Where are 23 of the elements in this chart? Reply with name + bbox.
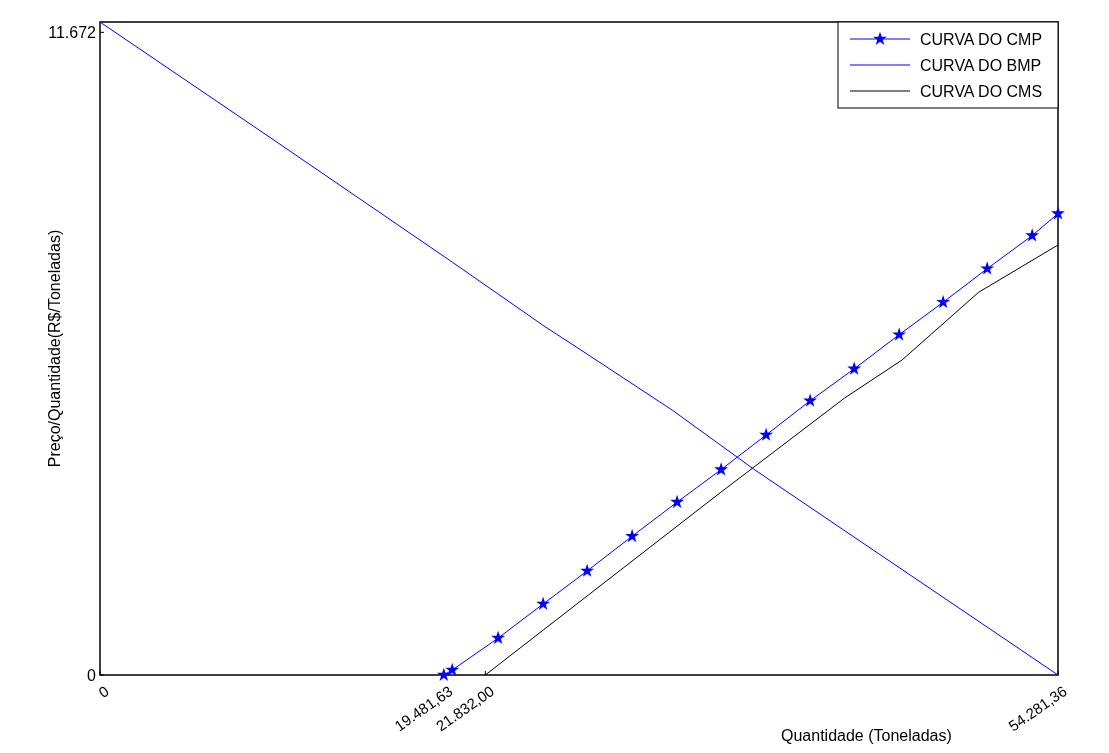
point: [980, 261, 995, 275]
x-axis-title: Quantidade (Toneladas): [781, 727, 952, 744]
point: [936, 294, 951, 309]
point: [803, 393, 818, 407]
y-tick-label: 11.672: [48, 23, 97, 41]
point: [445, 662, 460, 676]
point: [847, 361, 862, 375]
point: [759, 427, 774, 441]
point: [580, 563, 595, 577]
point: [491, 630, 506, 645]
point: [670, 494, 685, 509]
point: [625, 528, 640, 543]
point: [892, 327, 907, 341]
legend-label: CURVA DO CMP: [920, 30, 1043, 48]
legend-label: CURVA DO BMP: [920, 56, 1042, 74]
point: [1051, 206, 1065, 220]
point: [536, 596, 551, 610]
point: [436, 667, 451, 681]
legend-label: CURVA DO CMS: [920, 82, 1043, 100]
point: [714, 462, 729, 476]
x-tick-label: 0: [95, 682, 112, 701]
point: [1025, 228, 1040, 242]
y-axis-title: Preço/Quantidade(R$/Toneladas): [46, 229, 63, 468]
